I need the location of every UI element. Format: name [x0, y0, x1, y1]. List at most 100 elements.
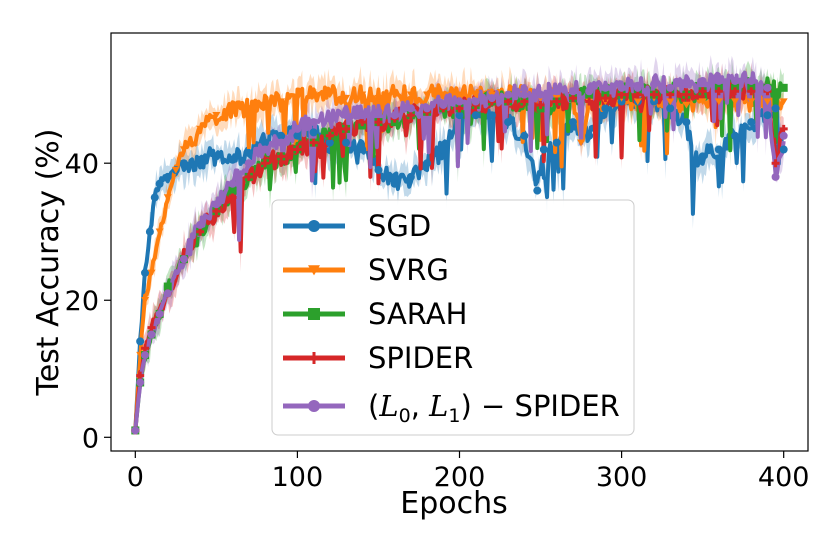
data-point [747, 87, 756, 96]
data-point [747, 118, 756, 127]
data-point [179, 159, 188, 168]
data-point [212, 200, 221, 209]
data-point [585, 131, 594, 140]
data-point [552, 87, 561, 96]
data-point [650, 80, 659, 89]
data-point [277, 98, 286, 106]
data-point [141, 268, 150, 277]
legend-subscript: 0 [399, 405, 411, 427]
data-point [779, 124, 788, 133]
y-tick-label: 0 [82, 423, 99, 454]
data-point [260, 145, 269, 154]
data-point [439, 91, 448, 99]
data-point [228, 108, 237, 116]
data-point [682, 118, 691, 127]
data-point [141, 351, 150, 360]
data-point [136, 337, 145, 346]
data-point [136, 371, 145, 380]
legend-entry-sgd: SGD [283, 209, 431, 243]
legend-label: SVRG [368, 253, 449, 287]
data-point [439, 100, 448, 109]
data-point [771, 159, 780, 168]
data-point [714, 76, 723, 85]
data-point [577, 139, 586, 147]
data-point [763, 111, 772, 120]
data-point [504, 90, 513, 99]
data-point [277, 152, 286, 161]
data-point [747, 98, 756, 106]
data-point [293, 131, 302, 140]
legend-subscript: 1 [448, 405, 460, 427]
data-point [650, 90, 659, 99]
legend-box [271, 199, 635, 436]
data-point [277, 131, 286, 140]
data-point [714, 145, 723, 154]
data-point [731, 131, 740, 140]
data-point [325, 114, 334, 123]
data-point [374, 94, 383, 102]
data-point [666, 90, 675, 99]
data-point [539, 145, 548, 154]
data-point [520, 97, 529, 106]
data-point [504, 97, 513, 106]
data-point [406, 111, 415, 120]
data-point [779, 98, 788, 106]
data-point [342, 94, 351, 102]
data-point [136, 378, 145, 387]
data-point [325, 131, 334, 140]
data-point [358, 111, 367, 120]
legend-swatch-marker [308, 308, 320, 320]
data-point [212, 152, 221, 161]
data-point [163, 194, 172, 202]
data-point [771, 104, 780, 113]
legend-label: SARAH [368, 297, 467, 331]
data-point [374, 107, 383, 116]
legend-label: SGD [368, 209, 431, 243]
data-point [163, 282, 172, 291]
data-point [585, 87, 594, 96]
data-point [358, 145, 367, 154]
data-point [342, 124, 351, 133]
data-point [155, 228, 164, 236]
data-point [196, 220, 205, 229]
legend-swatch-marker [308, 265, 320, 276]
legend-entry-sarah: SARAH [283, 297, 467, 331]
legend-separator: , [411, 389, 429, 423]
y-axis: 0 20 40 [65, 149, 111, 454]
data-point [698, 76, 707, 85]
data-point [358, 118, 367, 127]
data-point [533, 186, 542, 195]
legend-symbol-l: L [428, 389, 448, 423]
data-point [244, 148, 253, 157]
y-axis-label: Test Accuracy (%) [31, 128, 66, 396]
legend-entry-spider: SPIDER [283, 341, 473, 375]
data-point [568, 118, 577, 127]
data-point [342, 111, 351, 120]
y-tick-label: 40 [65, 149, 99, 180]
legend-symbol-l: L [378, 389, 398, 423]
data-point [698, 87, 707, 96]
data-point [244, 159, 253, 168]
data-point [260, 159, 269, 168]
data-point [504, 118, 513, 127]
data-point [455, 97, 464, 106]
data-point [309, 138, 318, 147]
data-point [682, 80, 691, 89]
data-point [698, 98, 707, 106]
data-point [455, 91, 464, 99]
data-point [471, 111, 480, 120]
data-point [455, 111, 464, 120]
data-point [568, 87, 577, 96]
data-point [141, 344, 150, 353]
data-point [309, 91, 318, 99]
data-point [779, 131, 788, 140]
data-point [325, 138, 334, 147]
data-point [617, 90, 626, 99]
data-point [520, 90, 529, 99]
data-point [131, 426, 140, 435]
data-point [406, 104, 415, 113]
legend-entry-svrg: SVRG [283, 253, 449, 287]
data-point [690, 159, 699, 168]
data-point [666, 83, 675, 92]
